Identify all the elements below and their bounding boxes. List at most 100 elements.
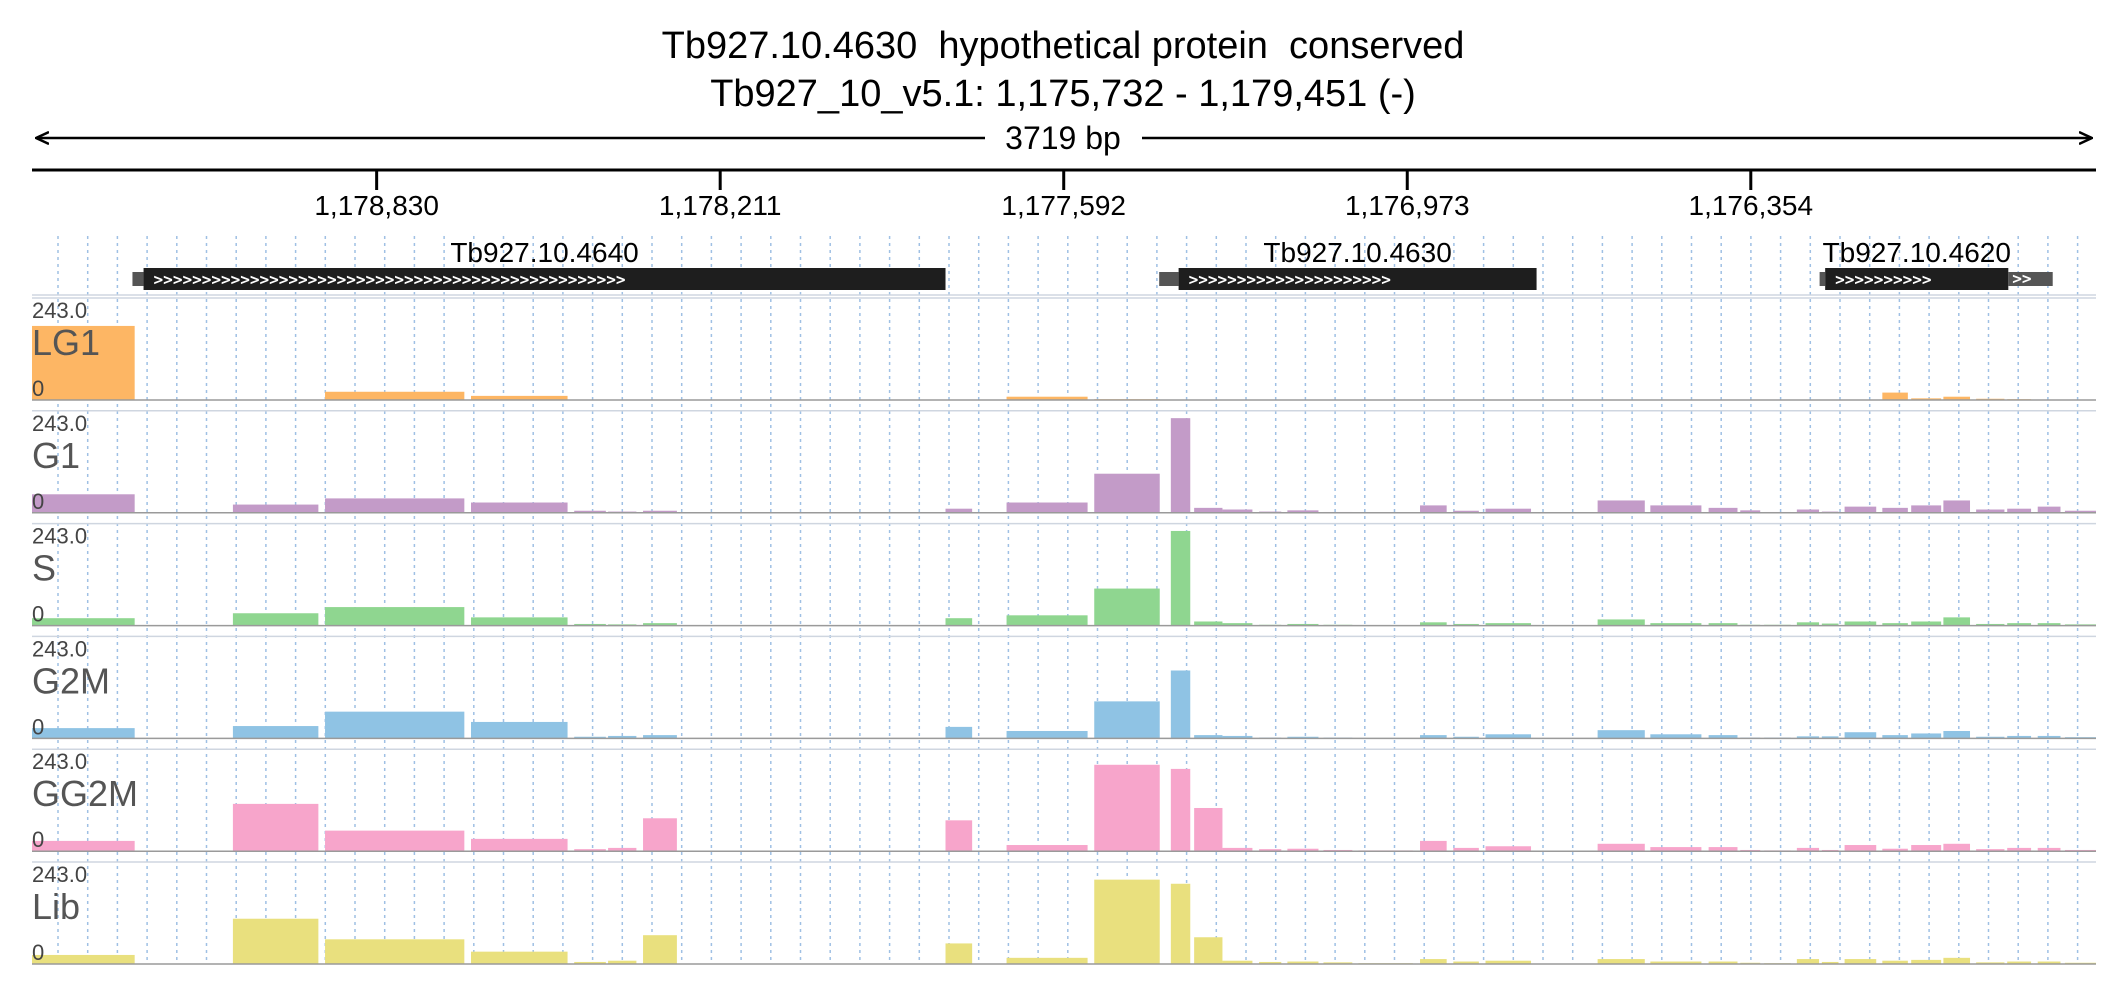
coverage-bar: [574, 961, 606, 964]
coverage-bar: [574, 849, 606, 852]
coverage-bar: [643, 510, 677, 513]
coverage-bar: [1259, 961, 1282, 964]
coverage-bar: [1170, 768, 1191, 852]
track-y-max: 243.0: [32, 298, 87, 323]
coverage-bar: [325, 391, 465, 400]
coverage-bar: [1194, 735, 1223, 739]
coverage-bar: [1911, 845, 1942, 852]
coverage-bar: [1911, 398, 1942, 400]
coverage-bar: [1597, 730, 1645, 739]
x-tick-label: 1,177,592: [1001, 190, 1126, 221]
coverage-bar: [643, 935, 677, 964]
coverage-bar: [1420, 735, 1447, 739]
coverage-bar: [32, 954, 135, 964]
track-y-min: 0: [32, 827, 44, 852]
coverage-bar: [1650, 623, 1702, 626]
coverage-bar: [1222, 623, 1253, 626]
coverage-bar: [2037, 961, 2061, 964]
coverage-bar: [1844, 621, 1877, 626]
coverage-bar: [325, 830, 465, 852]
title-coordinates: Tb927_10_v5.1: 1,175,732 - 1,179,451 (-): [710, 73, 1416, 115]
coverage-bar: [1420, 959, 1447, 964]
coverage-bar: [1287, 510, 1319, 513]
gene-strand-arrows: >>: [2012, 269, 2031, 288]
coverage-bar: [1796, 622, 1820, 626]
track-label: GG2M: [32, 773, 138, 814]
coverage-bar: [470, 617, 568, 626]
track-label: Lib: [32, 886, 80, 927]
coverage-bar: [232, 504, 319, 513]
coverage-bar: [325, 498, 465, 513]
coverage-bar: [32, 618, 135, 626]
coverage-bar: [643, 623, 677, 626]
coverage-bar: [232, 613, 319, 626]
title-gene: Tb927.10.4630 hypothetical protein conse…: [661, 25, 1465, 67]
track-g2m: 243.0 0 G2M: [32, 635, 2096, 739]
gene-strand-arrows: >>>>>>>>>>>>>>>>>>>>>: [1189, 270, 1391, 289]
coverage-bar: [470, 721, 568, 739]
gene-strand-arrows: >>>>>>>>>>: [1835, 270, 1931, 289]
coverage-bar: [1287, 848, 1319, 852]
coverage-bar: [1453, 736, 1479, 739]
coverage-bar: [1976, 736, 2005, 739]
coverage-bar: [32, 325, 135, 400]
coverage-bar: [32, 728, 135, 739]
coverage-bar: [1943, 396, 1971, 400]
coverage-bar: [1821, 961, 1839, 964]
coverage-bar: [1222, 847, 1253, 852]
track-y-min: 0: [32, 714, 44, 739]
track-y-min: 0: [32, 376, 44, 401]
coverage-bar: [2064, 510, 2096, 513]
coverage-bar: [1485, 960, 1532, 964]
x-tick-label: 1,176,354: [1689, 190, 1814, 221]
coverage-bar: [1882, 960, 1908, 964]
coverage-tracks: 243.00LG1243.00G1243.00S243.00G2M243.00G…: [32, 297, 2096, 965]
x-tick-label: 1,178,830: [314, 190, 439, 221]
grid-lines: [57, 236, 2079, 964]
coverage-bar: [1597, 843, 1645, 852]
coverage-bar: [1006, 502, 1088, 513]
coverage-bar: [32, 494, 135, 513]
coverage-bar: [1259, 849, 1282, 852]
gene-utr: [2008, 272, 2053, 286]
coverage-bar: [1650, 847, 1702, 852]
coverage-bar: [643, 818, 677, 852]
coverage-bar: [1094, 588, 1160, 626]
coverage-bar: [1796, 959, 1820, 964]
coverage-bar: [325, 711, 465, 739]
coverage-bar: [470, 395, 568, 400]
coverage-bar: [1650, 961, 1702, 964]
coverage-bar: [470, 838, 568, 852]
coverage-bar: [1453, 961, 1479, 964]
coverage-bar: [945, 508, 973, 513]
gene-track: >>>>>>>>>>>>>>>>>>>>>>>>>>>>>>>>>>>>>>>>…: [32, 237, 2096, 296]
coverage-bar: [608, 960, 637, 964]
coverage-bar: [1222, 960, 1253, 964]
coverage-bar: [1420, 840, 1447, 852]
coverage-bar: [1323, 962, 1353, 964]
coverage-bar: [1708, 507, 1738, 513]
coverage-bar: [945, 618, 973, 626]
coverage-bar: [1650, 734, 1702, 739]
coverage-bar: [608, 847, 637, 852]
coverage-bar: [1796, 736, 1820, 739]
coverage-bar: [1911, 733, 1942, 739]
track-y-max: 243.0: [32, 862, 87, 887]
coverage-bar: [1911, 621, 1942, 626]
coverage-bar: [325, 939, 465, 964]
coverage-bar: [2007, 961, 2032, 964]
coverage-bar: [2037, 506, 2061, 513]
coverage-bar: [1976, 962, 2005, 964]
coverage-bar: [1287, 961, 1319, 964]
coverage-bar: [1094, 473, 1160, 513]
coverage-bar: [232, 918, 319, 964]
coverage-bar: [1420, 622, 1447, 626]
coverage-bar: [1796, 847, 1820, 852]
gene-cds: [1178, 268, 1537, 290]
x-tick-label: 1,178,211: [659, 190, 782, 221]
coverage-bar: [1796, 509, 1820, 513]
coverage-bar: [1597, 619, 1645, 626]
track-y-max: 243.0: [32, 411, 87, 436]
gene-cds: [1825, 268, 2009, 290]
coverage-bar: [574, 736, 606, 739]
